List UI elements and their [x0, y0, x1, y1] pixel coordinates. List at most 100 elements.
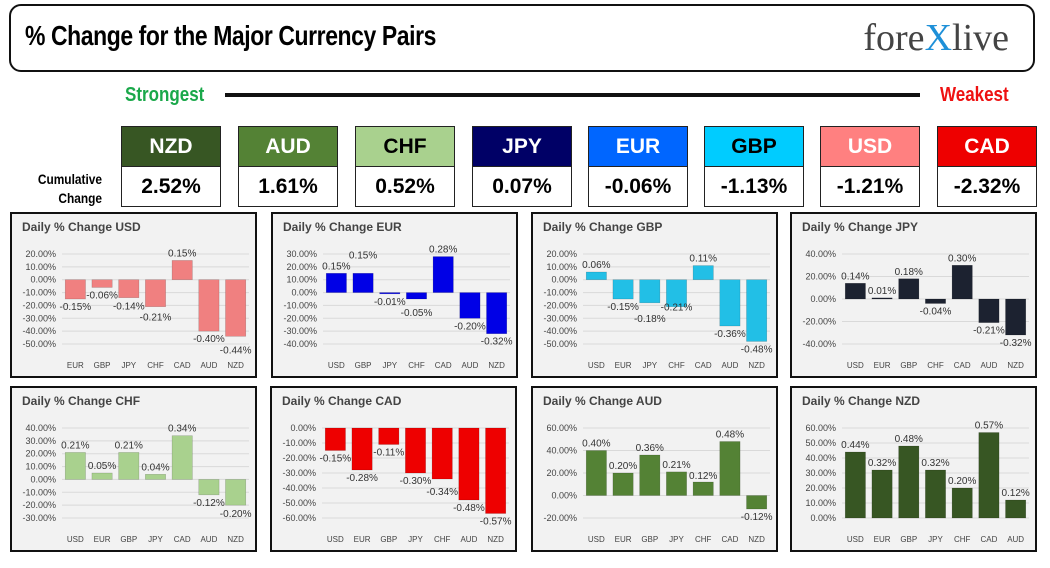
currency-tile-aud: AUD 1.61% — [238, 126, 338, 207]
data-label: -0.32% — [1000, 338, 1032, 349]
data-label: -0.14% — [113, 302, 145, 313]
bar-gbp — [352, 273, 374, 293]
y-tick-label: 40.00% — [805, 249, 836, 259]
bar-cad — [432, 256, 454, 293]
bar-eur — [64, 279, 86, 300]
x-tick-label: EUR — [67, 361, 84, 370]
bar-eur — [871, 297, 893, 300]
y-tick-label: 0.00% — [290, 423, 316, 433]
y-tick-label: 30.00% — [25, 436, 56, 446]
bar-chf — [431, 427, 453, 480]
chart-nzd: Daily % Change NZD 0.00% 10.00% 20.00% 30.00… — [790, 386, 1037, 552]
data-label: -0.20% — [220, 509, 252, 520]
bar-gbp — [639, 454, 661, 496]
data-label: -0.11% — [373, 448, 404, 459]
data-label: 0.12% — [1001, 488, 1029, 499]
y-tick-label: -30.00% — [22, 513, 56, 523]
cumulative-label-line1: Cumulative — [37, 171, 102, 187]
data-label: -0.28% — [346, 473, 378, 484]
y-tick-label: -20.00% — [543, 300, 577, 310]
y-tick-label: -40.00% — [22, 326, 56, 336]
y-tick-label: 50.00% — [805, 438, 836, 448]
data-label: 0.06% — [582, 260, 610, 271]
x-tick-label: CAD — [174, 535, 191, 544]
x-tick-label: NZD — [487, 535, 504, 544]
bar-usd — [844, 283, 866, 300]
header-box: % Change for the Major Currency Pairs fo… — [9, 4, 1035, 72]
data-label: 0.21% — [662, 460, 690, 471]
data-label: -0.18% — [634, 314, 666, 325]
x-tick-label: AUD — [1007, 535, 1024, 544]
bar-cad — [171, 260, 193, 280]
data-label: -0.21% — [973, 326, 1005, 337]
cumulative-label-line2: Change — [58, 190, 102, 206]
y-tick-label: -40.00% — [802, 339, 836, 349]
y-tick-label: 60.00% — [805, 423, 836, 433]
data-label: 0.11% — [689, 254, 717, 265]
tile-value: -2.32% — [953, 175, 1021, 198]
data-label: -0.57% — [480, 517, 512, 528]
chart-cad: Daily % Change CAD -60.00% -50.00% -40.00% -… — [270, 386, 517, 552]
bar-nzd — [486, 292, 508, 334]
currency-tile-cad: CAD -2.32% — [937, 126, 1037, 207]
data-label: -0.21% — [661, 303, 693, 314]
data-label: -0.40% — [193, 334, 225, 345]
bar-usd — [844, 451, 866, 519]
chart-plot: -20.00% 0.00% 20.00% 40.00% 60.00% USD EUR GBP J… — [543, 423, 772, 544]
y-tick-label: -40.00% — [282, 483, 316, 493]
bar-jpy — [379, 292, 401, 295]
strength-scale-line — [225, 93, 920, 97]
y-tick-label: 60.00% — [546, 423, 577, 433]
x-tick-label: EUR — [615, 535, 632, 544]
bar-aud — [458, 427, 480, 501]
y-tick-label: -10.00% — [283, 300, 317, 310]
data-label: -0.15% — [60, 302, 92, 313]
x-tick-label: USD — [328, 361, 345, 370]
data-label: 0.20% — [609, 461, 637, 472]
x-tick-label: AUD — [980, 361, 997, 370]
x-tick-label: GBP — [900, 361, 917, 370]
bar-eur — [91, 472, 113, 480]
bar-gbp — [378, 427, 400, 445]
tile-value: -1.21% — [836, 175, 904, 198]
data-label: -0.36% — [714, 329, 746, 340]
chart-title: Daily % Change GBP — [543, 220, 663, 234]
data-label: 0.32% — [921, 458, 949, 469]
x-tick-label: AUD — [200, 535, 217, 544]
chart-title: Daily % Change CAD — [282, 394, 402, 408]
x-tick-label: USD — [847, 361, 864, 370]
y-tick-label: 0.00% — [30, 474, 56, 484]
x-tick-label: GBP — [380, 535, 397, 544]
tile-currency: EUR — [589, 127, 687, 167]
bar-usd — [325, 273, 347, 293]
chart-chf: Daily % Change CHF -30.00% -20.00% -10.00% 0… — [10, 386, 257, 552]
bar-aud — [198, 279, 220, 332]
bar-cad — [719, 441, 741, 496]
x-tick-label: GBP — [94, 361, 111, 370]
x-tick-label: CAD — [980, 535, 997, 544]
y-tick-label: 10.00% — [286, 275, 317, 285]
data-label: 0.57% — [975, 421, 1003, 432]
currency-tile-eur: EUR -0.06% — [588, 126, 688, 207]
x-tick-label: USD — [847, 535, 864, 544]
tile-currency: GBP — [705, 127, 803, 167]
tile-currency: USD — [821, 127, 919, 167]
bar-gbp — [91, 279, 113, 288]
data-label: 0.12% — [689, 471, 717, 482]
y-tick-label: 20.00% — [805, 272, 836, 282]
data-label: -0.05% — [401, 308, 433, 319]
data-label: 0.28% — [429, 245, 457, 256]
bar-aud — [1005, 499, 1027, 519]
bar-gbp — [898, 278, 920, 300]
chart-title: Daily % Change CHF — [22, 394, 141, 408]
y-tick-label: 10.00% — [25, 262, 56, 272]
data-label: 0.36% — [636, 443, 664, 454]
x-tick-label: CHF — [408, 361, 425, 370]
tile-value: 0.07% — [492, 175, 552, 198]
x-tick-label: CHF — [668, 361, 685, 370]
x-tick-label: NZD — [748, 535, 765, 544]
tile-currency: NZD — [122, 127, 220, 167]
data-label: -0.12% — [193, 498, 225, 509]
bar-chf — [406, 292, 427, 300]
x-tick-label: CHF — [954, 535, 971, 544]
